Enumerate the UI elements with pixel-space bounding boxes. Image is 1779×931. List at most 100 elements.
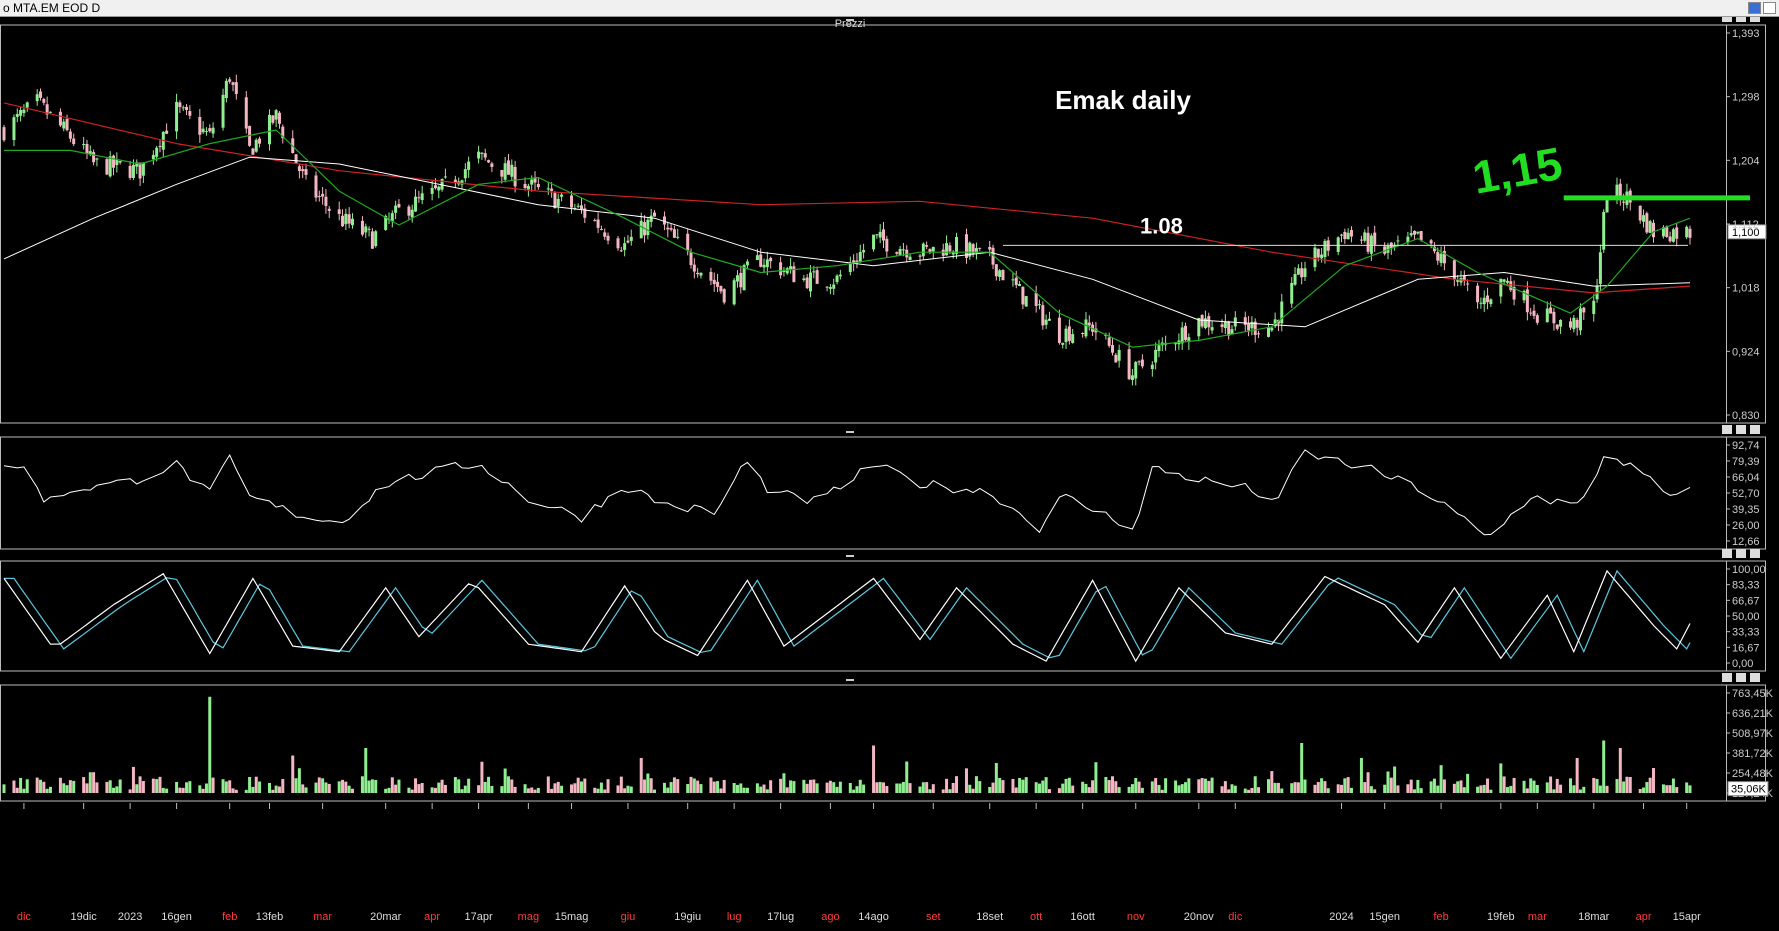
price-minimize-button[interactable] xyxy=(1722,17,1732,22)
volume-bar xyxy=(244,789,248,793)
price-splitter-handle[interactable] xyxy=(846,19,854,21)
volume-bar xyxy=(815,783,819,793)
volume-bar xyxy=(221,779,225,793)
volume-bar xyxy=(1598,785,1602,793)
volume-bar xyxy=(530,787,534,793)
window-restore-button[interactable] xyxy=(1748,2,1761,14)
candle-up-body xyxy=(1187,337,1191,342)
volume-bar xyxy=(918,786,922,793)
x-tick-label: 20nov xyxy=(1184,911,1214,923)
volume-bar xyxy=(579,781,583,793)
candle-down-body xyxy=(1575,319,1579,328)
candle-down-body xyxy=(327,208,331,211)
volume-bar xyxy=(759,786,763,793)
volume-bar xyxy=(1459,780,1463,793)
volume-bar xyxy=(1296,782,1300,793)
volume-bar xyxy=(1671,778,1675,793)
candle-up-body xyxy=(838,274,842,277)
volume-bar xyxy=(420,783,424,793)
stock-chart[interactable]: Prezzi Emak daily 1.08 1,15 1,100 1,393 1,29… xyxy=(0,17,1779,931)
candle-up-body xyxy=(135,162,139,167)
volume-bar xyxy=(998,778,1002,793)
candle-down-body xyxy=(1200,314,1204,327)
volume-bar xyxy=(616,785,620,793)
volume-bar xyxy=(872,745,876,793)
candle-down-body xyxy=(178,102,182,107)
stochastic-panel[interactable]: 100,00 83,33 66,67 50,00 33,33 16,67 0,00 xyxy=(3,564,1766,670)
candle-up-body xyxy=(898,248,902,255)
oscillator-splitter-handle[interactable] xyxy=(846,431,854,433)
candle-up-body xyxy=(420,193,424,201)
candle-down-body xyxy=(1300,268,1304,278)
candle-down-body xyxy=(964,234,968,258)
candle-up-body xyxy=(901,249,905,251)
volume-bar xyxy=(201,788,205,793)
candle-up-body xyxy=(254,139,258,152)
volume-bar xyxy=(988,787,992,793)
x-tick-label: 18mar xyxy=(1578,911,1610,923)
volume-bar xyxy=(1280,788,1284,793)
candle-down-body xyxy=(709,271,713,281)
volume-bar xyxy=(1243,788,1247,793)
volume-bar xyxy=(941,789,945,793)
volume-bar xyxy=(387,787,391,793)
stochastic-close-button[interactable] xyxy=(1750,549,1760,558)
price-close-button[interactable] xyxy=(1750,17,1760,22)
volume-close-button[interactable] xyxy=(1750,673,1760,682)
candle-up-body xyxy=(649,215,653,222)
volume-bar xyxy=(258,781,262,793)
volume-bar xyxy=(161,787,165,793)
x-tick-label: mar xyxy=(313,911,332,923)
oscillator-close-button[interactable] xyxy=(1750,425,1760,434)
oscillator-minimize-button[interactable] xyxy=(1722,425,1732,434)
volume-bar xyxy=(1605,785,1609,793)
candle-up-body xyxy=(1150,364,1154,370)
window-close-button[interactable] xyxy=(1763,2,1776,14)
price-panel[interactable]: Prezzi Emak daily 1.08 1,15 1,100 1,393 1,29… xyxy=(2,18,1767,422)
candle-up-body xyxy=(812,271,816,273)
candle-up-body xyxy=(108,156,112,177)
volume-bar xyxy=(1164,778,1168,793)
candle-down-body xyxy=(988,246,992,250)
last-price-tag xyxy=(1727,224,1767,240)
volume-bar xyxy=(1157,784,1161,793)
candle-down-body xyxy=(1067,326,1071,341)
volume-bar xyxy=(1187,778,1191,793)
volume-bar xyxy=(105,781,109,793)
volume-bar xyxy=(347,785,351,793)
x-tick-label: lug xyxy=(727,911,742,923)
volume-bar xyxy=(1150,781,1154,793)
candle-up-body xyxy=(1502,279,1506,282)
volume-bar xyxy=(228,780,232,793)
volume-bar xyxy=(440,779,444,793)
candle-down-body xyxy=(433,185,437,189)
volume-bar xyxy=(832,782,836,793)
volume-minimize-button[interactable] xyxy=(1722,673,1732,682)
volume-panel[interactable]: 763,45K636,21K508,97K381,72K254,48K127,2… xyxy=(2,688,1774,800)
sma-fast-line xyxy=(4,129,1691,348)
volume-bar xyxy=(68,780,72,793)
oscillator-panel[interactable]: 92,74 79,39 66,04 52,70 39,35 26,00 12,66 xyxy=(3,440,1760,548)
stochastic-minimize-button[interactable] xyxy=(1722,549,1732,558)
volume-bar xyxy=(1396,785,1400,793)
volume-bar xyxy=(165,788,169,793)
candle-down-body xyxy=(596,219,600,228)
volume-splitter-handle[interactable] xyxy=(846,679,854,681)
candle-up-body xyxy=(364,226,368,233)
stochastic-splitter-handle[interactable] xyxy=(846,555,854,557)
volume-bar xyxy=(1549,776,1553,793)
last-price-label: 1,100 xyxy=(1732,227,1760,239)
oscillator-maximize-button[interactable] xyxy=(1736,425,1746,434)
candle-down-body xyxy=(978,247,982,249)
volume-maximize-button[interactable] xyxy=(1736,673,1746,682)
price-maximize-button[interactable] xyxy=(1736,17,1746,22)
volume-bar xyxy=(1486,778,1490,793)
candle-up-body xyxy=(629,236,633,241)
stochastic-maximize-button[interactable] xyxy=(1736,549,1746,558)
candle-up-body xyxy=(221,94,225,128)
volume-bar xyxy=(42,781,46,793)
x-tick-label: 19dic xyxy=(71,911,98,923)
candle-up-body xyxy=(1522,291,1526,301)
x-tick-label: 2023 xyxy=(118,911,142,923)
volume-bar xyxy=(606,779,610,793)
